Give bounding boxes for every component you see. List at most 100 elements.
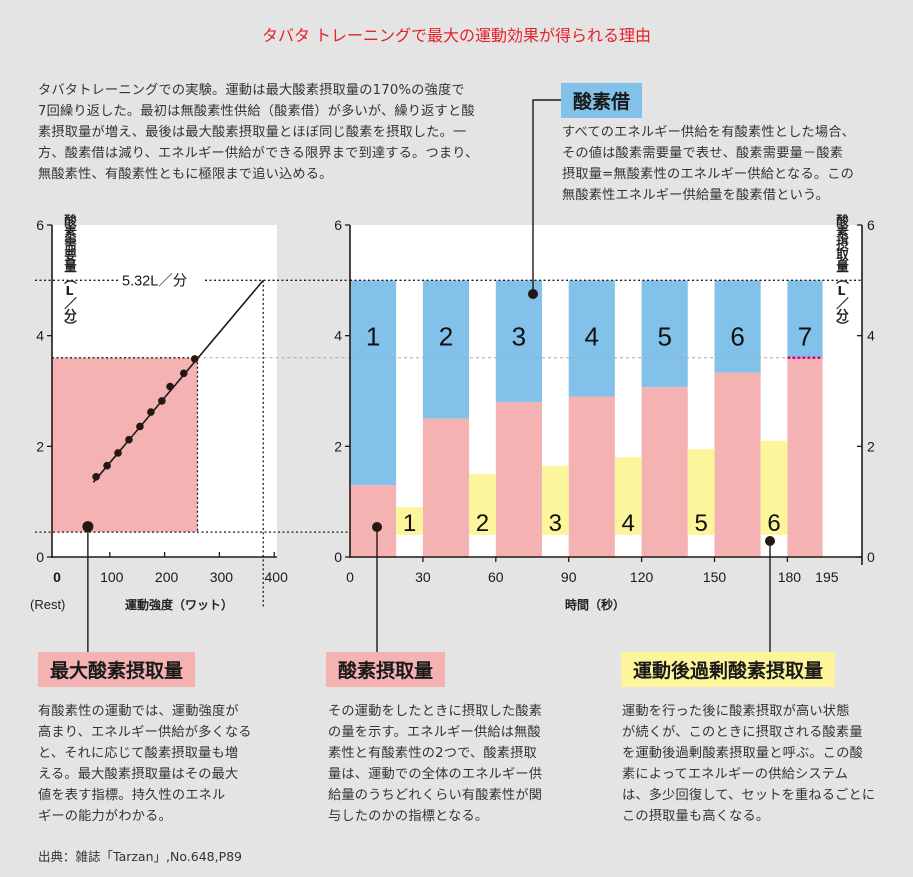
rest-label: 6: [767, 510, 780, 537]
oxygen-uptake-text: その運動をしたときに摂取した酸素 の量を示す。エネルギー供給は無酸 素性と有酸素…: [328, 701, 588, 827]
right-guides: [350, 279, 862, 360]
epoc-bar: [614, 457, 642, 535]
left-points: [92, 355, 199, 481]
data-point: [125, 435, 133, 444]
epoc-line: が続くが、このときに摂取される酸素量: [622, 725, 863, 740]
x-tick-label: 200: [155, 569, 179, 585]
oxygen-uptake-bar: [350, 485, 397, 557]
right-ylabel: 酸素摂取量（L／分）: [834, 214, 849, 332]
oxygen-uptake-bar: [422, 418, 470, 557]
data-point: [136, 422, 144, 431]
oxygen-uptake-line: 素性と有酸素性の2つで、酸素摂取: [328, 746, 537, 761]
left-guides: [35, 279, 350, 608]
epoc-line: 運動を行った後に酸素摂取が高い状態: [622, 704, 850, 719]
right-xlabel: 時間（秒）: [565, 597, 625, 612]
oxygen-debt-bar: [422, 280, 470, 419]
y-tick-label: 2: [334, 438, 342, 454]
vo2max-line: 有酸素性の運動では、運動強度が: [38, 704, 239, 719]
data-point: [179, 369, 188, 378]
oxygen-uptake-line: 量は、運動での全体のエネルギー供: [328, 767, 543, 782]
set-label: 7: [798, 322, 812, 352]
x-tick-label: 120: [630, 569, 654, 585]
intro-line: 方、酸素借は減り、エネルギー供給ができる限界まで到達する。つまり、: [38, 146, 479, 161]
x-tick-label: 100: [100, 569, 124, 585]
oxygen-uptake-bar: [787, 357, 823, 557]
y-tick-label: 4: [334, 328, 342, 344]
page-title: タバタ トレーニングで最大の運動効果が得られる理由: [261, 26, 652, 45]
y-tick-label: 6: [334, 217, 342, 233]
x-tick-label: 150: [703, 569, 727, 585]
x-tick-label: 300: [210, 569, 234, 585]
leader-lines: [87, 99, 775, 654]
epoc-line: 素によってエネルギーの供給システム: [622, 767, 849, 782]
oxygen-debt-leader: [532, 99, 561, 294]
oxygen-uptake-bar: [568, 396, 615, 557]
x-tick-label: 60: [488, 569, 504, 585]
intro-line: タバタトレーニングでの実験。運動は最大酸素摂取量の170%の強度で: [38, 83, 465, 98]
x-tick-label: 180: [778, 569, 802, 585]
y-tick-label: 6: [36, 217, 44, 233]
intro-line: 無酸素性、有酸素性ともに極限まで追い込める。: [38, 167, 333, 182]
data-point: [190, 355, 199, 363]
epoc-line: この摂取量も高くなる。: [622, 809, 770, 824]
rest-label: 5: [694, 510, 707, 537]
vo2max-line: える。最大酸素摂取量はその最大: [38, 767, 239, 782]
rest-label: 3: [549, 510, 562, 537]
epoc-bar: [469, 474, 496, 535]
intro-line: 素摂取量が増え、最後は最大酸素摂取量とほぼ同じ酸素を摂取した。一: [38, 125, 467, 140]
epoc-bar: [687, 449, 715, 535]
epoc-line: は、多少回復して、セットを重ねるごとに: [622, 788, 876, 803]
oxygen-debt-bar: [495, 280, 542, 403]
x-tick-label: 195: [815, 569, 839, 585]
epoc-bar: [541, 465, 569, 535]
left-chart: 0 2 4 6 0 100 200 300 400 5.32L／分 (Rest) 運動強度（ワッ…: [30, 217, 350, 612]
oxygen-uptake-line: 与したのかの指標となる。: [328, 809, 489, 824]
vo2max-line: 高まり、エネルギー供給が多くなる: [38, 725, 252, 740]
vo2max-line: と、それに応じて酸素摂取量も増: [38, 746, 239, 761]
epoc-bar: [760, 440, 788, 535]
oxygen-debt-line: 無酸素性エネルギー供給量を酸素借という。: [562, 188, 829, 203]
x-tick-label: 400: [265, 569, 289, 585]
y-tick-label: 2: [36, 438, 44, 454]
left-ticks: 0 2 4 6 0 100 200 300 400: [36, 217, 288, 585]
oxygen-debt-bar: [787, 280, 823, 358]
rest-label: 1: [403, 510, 416, 537]
rest-label: (Rest): [30, 597, 65, 612]
right-y-tick-label: 0: [867, 549, 875, 565]
left-ylabel: 酸素需要量（L／分）: [62, 214, 77, 332]
set-label: 1: [366, 322, 380, 352]
data-point: [114, 449, 122, 457]
oxygen-debt-bar: [350, 280, 397, 486]
right-axes: [349, 225, 863, 565]
set-label: 5: [657, 322, 671, 352]
data-point: [103, 461, 111, 470]
oxygen-debt-line: その値は酸素需要量で表せ、酸素需要量－酸素: [562, 146, 844, 161]
oxygen-uptake-bar: [495, 402, 542, 557]
set-label: 2: [439, 322, 453, 352]
oxygen-debt-bar: [568, 280, 615, 397]
data-point: [166, 382, 174, 391]
vo2max-text: 有酸素性の運動では、運動強度が 高まり、エネルギー供給が多くなる と、それに応じ…: [38, 701, 288, 827]
oxygen-debt-label: 酸素借: [561, 83, 643, 118]
rest-label: 4: [622, 510, 635, 537]
data-point: [158, 397, 166, 405]
right-y-tick-label: 2: [867, 438, 875, 454]
epoc-label: 運動後過剰酸素摂取量: [621, 652, 836, 687]
vo2max-line: 値を表す指標。持久性のエネル: [38, 788, 226, 803]
epoc-text: 運動を行った後に酸素摂取が高い状態 が続くが、このときに摂取される酸素量 を運動…: [622, 701, 907, 827]
oxygen-uptake-bar: [641, 387, 688, 557]
right-chart: 1 2 3 4 5 6 71 2 3 4 5 6 0 02 24 46 60 30 60 90 120 150 180 19…: [334, 217, 875, 612]
x-tick-label: 30: [415, 569, 431, 585]
right-y-tick-label: 4: [867, 328, 875, 344]
intro-text: タバタトレーニングでの実験。運動は最大酸素摂取量の170%の強度で 7回繰り返し…: [38, 80, 538, 185]
oxygen-uptake-bar: [714, 372, 761, 557]
right-ticks: 0 02 24 46 60 30 60 90 120 150 180 195: [334, 217, 875, 585]
set-label: 6: [730, 322, 744, 352]
epoc-line: を運動後過剰酸素摂取量と呼ぶ。この酸: [622, 746, 863, 761]
x-tick-label: 0: [53, 569, 61, 585]
right-bars: [350, 280, 823, 557]
x-tick-label: 0: [346, 569, 354, 585]
intro-line: 7回繰り返した。最初は無酸素性供給（酸素借）が多いが、繰り返すと酸: [38, 104, 475, 119]
data-point: [147, 408, 155, 416]
